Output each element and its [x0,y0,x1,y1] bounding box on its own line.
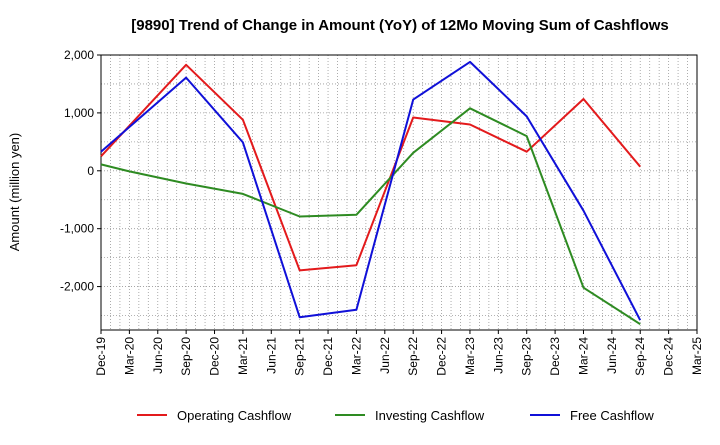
plot-frame [100,54,698,331]
x-tick-label: Mar-22 [349,337,363,375]
x-tick-label: Sep-24 [633,337,647,376]
x-tick-label: Mar-20 [122,337,136,375]
x-tick-label: Mar-25 [690,337,704,375]
x-tick-label: Dec-22 [435,337,449,376]
x-tick-label: Dec-23 [548,337,562,376]
x-tick-label: Dec-20 [208,337,222,376]
series-line-operating-cashflow [100,63,641,272]
x-tick-label: Jun-21 [264,337,278,374]
y-tick-label: 2,000 [64,48,94,62]
series-line-free-cashflow [100,60,642,321]
x-tick-label: Sep-23 [520,337,534,376]
x-tick-label: Jun-20 [151,337,165,374]
x-tick-label: Sep-21 [293,337,307,376]
series-line-investing-cashflow [100,107,641,326]
y-tick-label: 0 [87,164,94,178]
x-tick-label: Jun-22 [378,337,392,374]
x-axis-ticks: Dec-19 Mar-20 Jun-20 Sep-20 Dec-20 Mar-21 Jun-… [94,330,704,376]
legend-label-investing-cashflow: Investing Cashflow [375,408,485,423]
legend: Operating Cashflow Investing Cashflow Free… [137,408,654,423]
series-lines [100,60,642,326]
y-axis-ticks: 2,000 1,000 0 -1,000 -2,000 [60,48,101,294]
x-tick-label: Mar-24 [576,337,590,375]
chart-title: [9890] Trend of Change in Amount (YoY) o… [131,17,669,34]
x-tick-label: Jun-24 [605,337,619,374]
legend-label-free-cashflow: Free Cashflow [570,408,654,423]
y-tick-label: -2,000 [60,280,94,294]
y-tick-label: -1,000 [60,222,94,236]
x-tick-label: Dec-21 [321,337,335,376]
x-tick-label: Mar-21 [236,337,250,375]
x-tick-label: Sep-22 [406,337,420,376]
x-tick-label: Jun-23 [491,337,505,374]
y-axis-label: Amount (million yen) [7,133,22,252]
x-tick-label: Dec-24 [662,337,676,376]
legend-label-operating-cashflow: Operating Cashflow [177,408,292,423]
x-tick-label: Mar-23 [463,337,477,375]
y-tick-label: 1,000 [64,106,94,120]
x-tick-label: Dec-19 [94,337,108,376]
grid [101,55,697,330]
x-tick-label: Sep-20 [179,337,193,376]
